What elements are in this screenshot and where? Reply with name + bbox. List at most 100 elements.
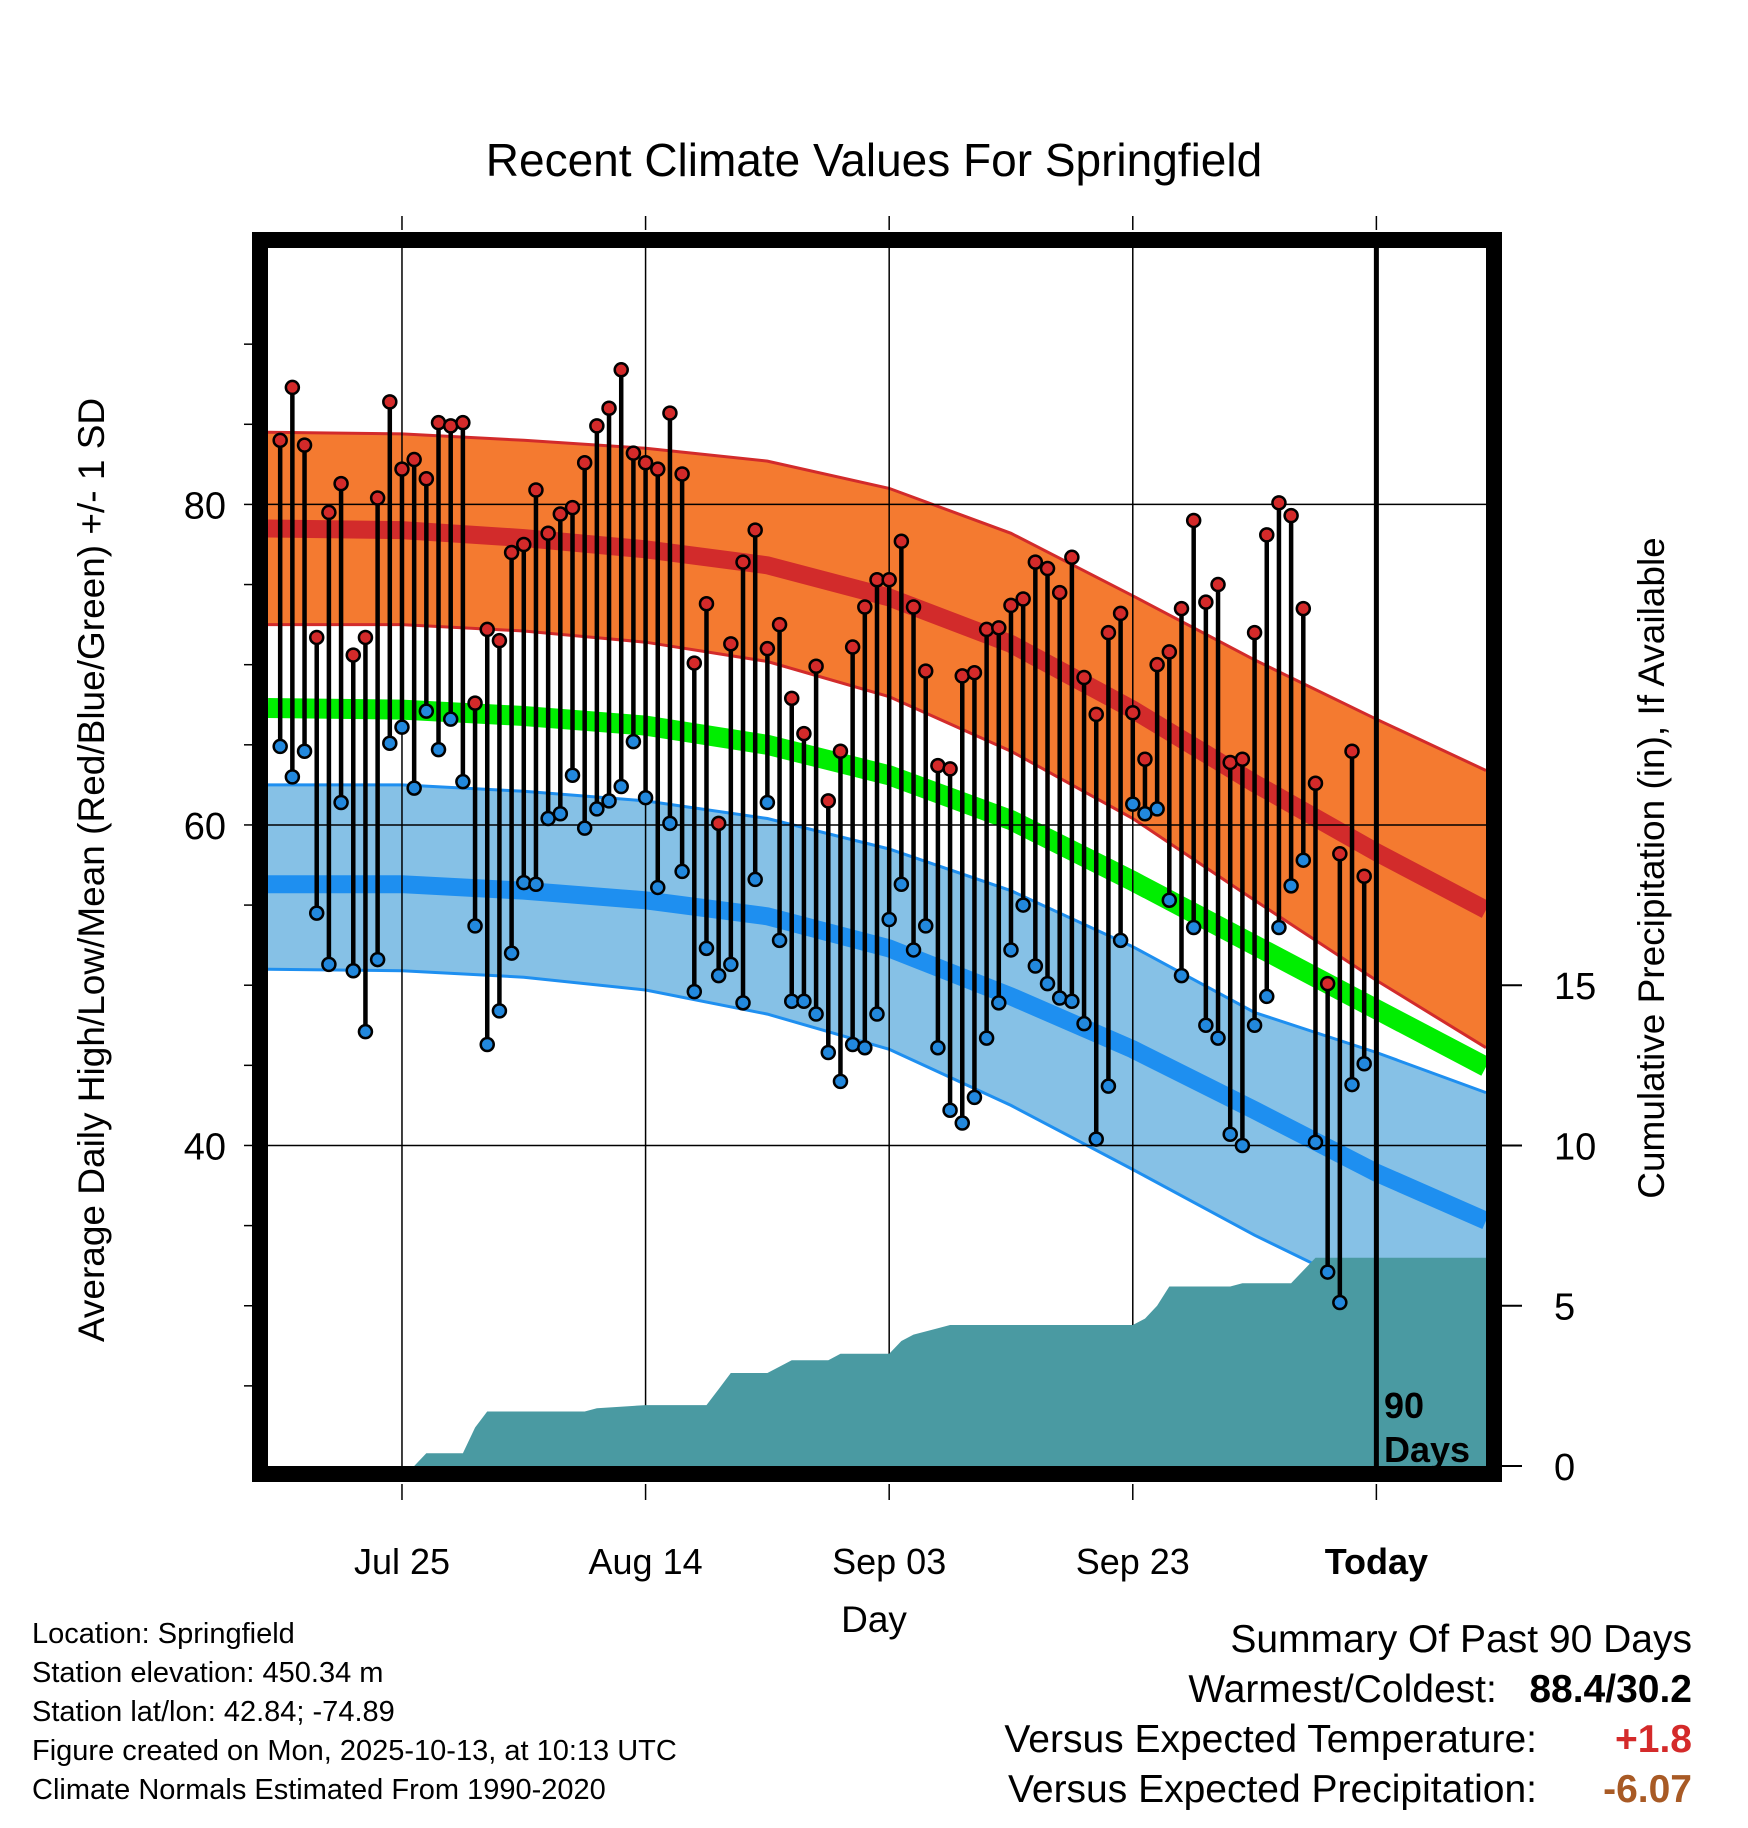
obs-low-point [1222,1126,1238,1143]
obs-low-point [1100,1078,1117,1094]
obs-high-point [1161,644,1178,660]
obs-high-point [966,664,983,681]
obs-high-point [771,616,788,633]
obs-high-point [650,461,666,477]
today-label-days: Days [1384,1429,1470,1470]
obs-high-point [589,418,605,434]
obs-high-point [601,400,617,417]
obs-low-point [808,1006,824,1022]
obs-low-point [1319,1264,1336,1280]
obs-low-point [442,711,459,727]
obs-high-point [357,629,374,646]
obs-high-point [394,461,410,477]
obs-high-point [1185,512,1202,529]
precip-fill [268,1257,1486,1466]
obs-low-point [467,918,483,934]
obs-high-point [382,394,398,410]
obs-low-point [698,940,715,957]
obs-high-point [796,725,812,742]
obs-low-point [1003,942,1019,958]
obs-low-point [650,879,666,896]
obs-high-point [942,761,958,777]
obs-high-point [747,522,763,538]
obs-low-point [552,805,569,822]
obs-high-point [1112,605,1129,622]
obs-low-point [394,719,410,735]
created-text: Figure created on Mon, 2025-10-13, at 10… [32,1735,677,1767]
x-tick-label: Today [1325,1541,1428,1582]
obs-high-point [735,554,751,570]
temp-departure-value: +1.8 [1615,1718,1692,1761]
x-tick-label: Sep 23 [1076,1541,1190,1582]
obs-high-point [698,596,715,612]
obs-low-point [418,703,435,719]
obs-low-point [1015,897,1031,913]
obs-low-point [357,1023,374,1040]
obs-low-point [564,767,581,784]
obs-high-point [576,455,593,471]
obs-high-point [479,621,495,638]
obs-high-point [540,525,556,542]
obs-low-point [662,815,678,832]
obs-low-point [1064,993,1080,1009]
y-tick-label: 80 [184,485,226,527]
obs-low-point [369,951,386,968]
precip-departure-label: Versus Expected Precipitation: [1008,1768,1537,1811]
obs-low-point [1088,1131,1104,1147]
obs-low-point [686,983,703,1000]
today-label-days-count: 90 [1384,1385,1424,1426]
obs-low-point [1259,988,1275,1005]
observations [272,362,1372,1311]
obs-high-point [820,793,837,809]
obs-high-point [418,471,435,487]
y2-tick-label: 5 [1554,1287,1575,1329]
summary-heading: Summary Of Past 90 Days [1230,1618,1692,1661]
obs-low-point [1185,919,1202,936]
summary-panel: Summary Of Past 90 Days Warmest/Coldest:… [1004,1615,1692,1815]
obs-low-point [759,794,776,811]
precip-departure-value: -6.07 [1603,1768,1692,1811]
obs-high-point [1137,751,1153,767]
obs-high-point [723,636,739,652]
obs-low-point [382,735,398,751]
obs-low-point [308,905,325,921]
low-sd-band [268,784,1486,1338]
obs-high-point [686,655,703,671]
obs-high-point [1064,549,1080,566]
latlon-text: Station lat/lon: 42.84; -74.89 [32,1696,395,1728]
obs-low-point [479,1036,495,1053]
obs-high-point [1332,846,1348,862]
y-axis-label: Average Daily High/Low/Mean (Red/Blue/Gr… [71,398,112,1342]
obs-low-point [1149,801,1165,817]
obs-low-point [516,874,532,891]
obs-high-point [613,362,629,378]
obs-low-point [1344,1076,1360,1093]
obs-high-point [1356,868,1372,884]
summary-temp-row: Versus Expected Temperature: +1.8 [1004,1715,1692,1765]
obs-high-point [1015,591,1031,607]
obs-low-point [723,956,739,973]
obs-low-point [735,995,751,1011]
obs-low-point [674,863,690,880]
obs-high-point [808,658,824,675]
obs-low-point [613,778,629,795]
obs-low-point [942,1102,958,1118]
obs-high-point [503,544,520,561]
x-tick-label: Sep 03 [832,1541,946,1582]
obs-low-point [272,738,288,755]
obs-low-point [589,801,605,817]
obs-high-point [1259,527,1275,543]
obs-high-point [1319,975,1336,992]
obs-high-point [917,663,934,679]
obs-high-point [893,533,910,550]
obs-high-point [369,490,386,506]
obs-low-point [321,956,337,973]
location-text: Location: Springfield [32,1618,295,1650]
obs-low-point [1161,892,1178,909]
obs-high-point [1307,775,1324,792]
x-tick-label: Aug 14 [589,1541,703,1582]
obs-low-point [625,733,642,750]
obs-high-point [272,432,288,449]
obs-high-point [406,451,422,468]
